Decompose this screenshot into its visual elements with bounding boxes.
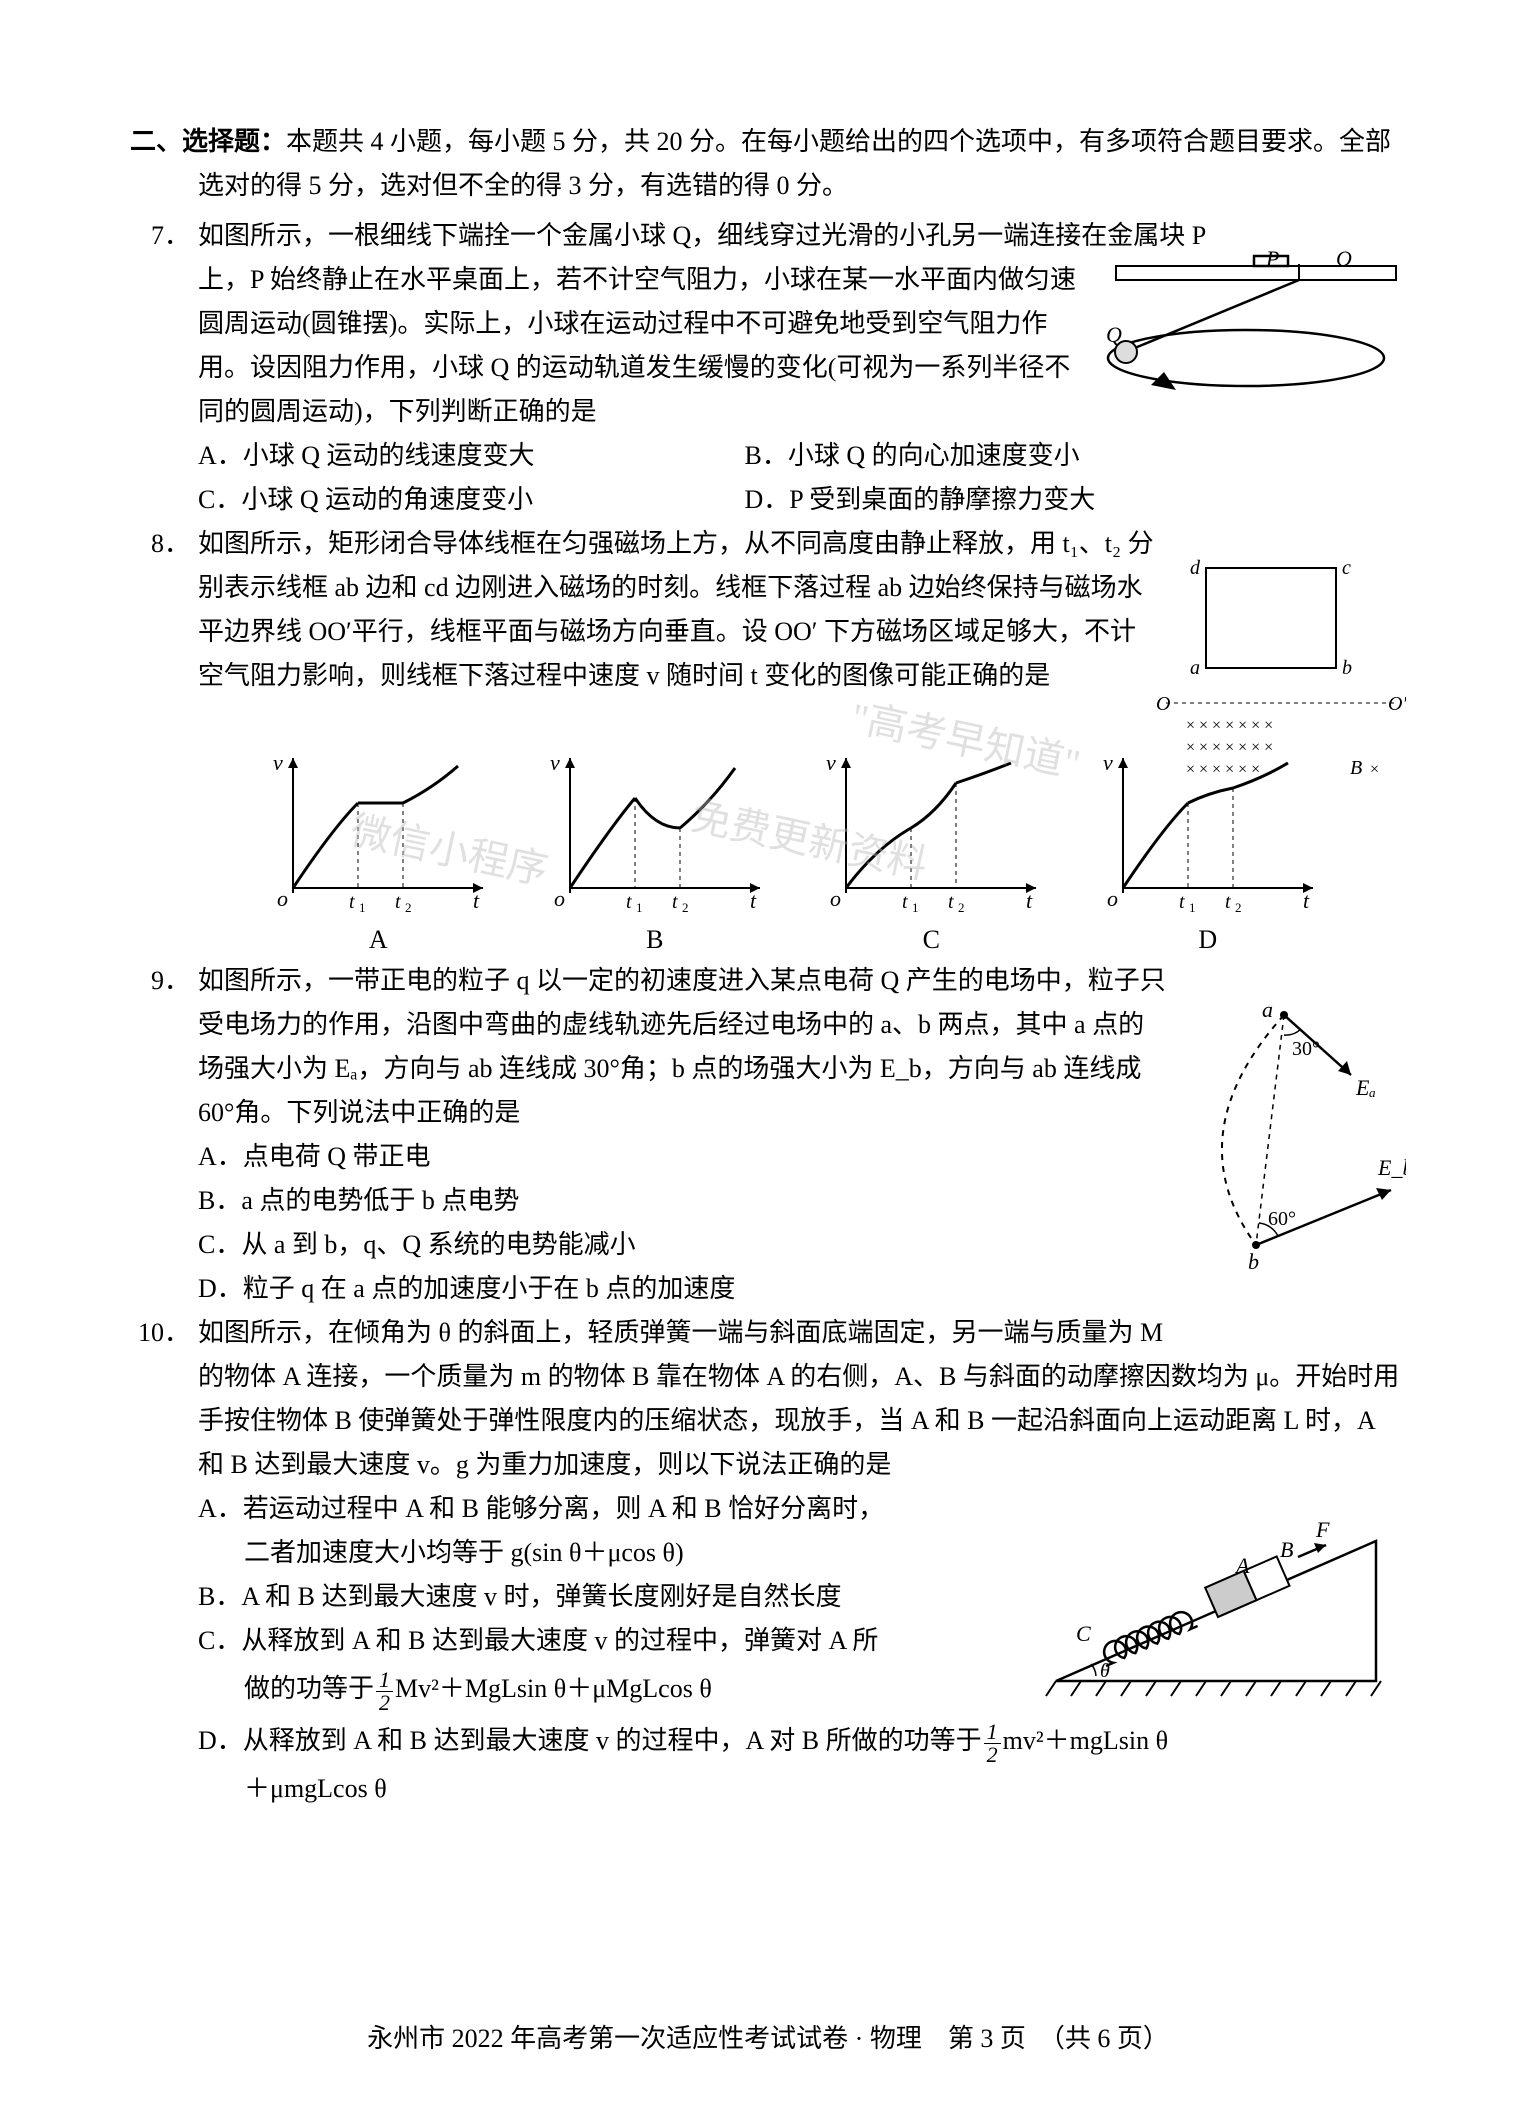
svg-text:A: A	[1234, 1553, 1250, 1578]
svg-text:t: t	[1179, 891, 1185, 913]
svg-text:c: c	[1342, 558, 1351, 579]
q10-optD-l1: D．从释放到 A 和 B 达到最大速度 v 的过程中，A 对 B 所做的功等于1…	[130, 1715, 1406, 1767]
question-7: 7． 如图所示，一根细线下端拴一个金属小球 Q，细线穿过光滑的小孔另一端连接在金…	[130, 214, 1406, 522]
svg-text:1: 1	[1189, 900, 1196, 915]
svg-text:o: o	[1107, 886, 1118, 911]
section-2-header: 二、选择题：本题共 4 小题，每小题 5 分，共 20 分。在每小题给出的四个选…	[130, 120, 1406, 208]
svg-text:B: B	[1280, 1537, 1293, 1562]
svg-text:C: C	[1076, 1621, 1091, 1646]
svg-text:Eₐ: Eₐ	[1355, 1075, 1376, 1100]
chart-D-label: D	[1093, 925, 1323, 955]
q8-charts: 微信小程序 "高考早知道" 免费更新资料 v t o t1 t2 A	[130, 738, 1406, 959]
svg-text:2: 2	[1235, 900, 1242, 915]
q10-stem-lead: 如图所示，在倾角为 θ 的斜面上，轻质弹簧一端与斜面底端固定，另一端与质量为 M	[130, 1311, 1406, 1355]
svg-text:60°: 60°	[1268, 1208, 1296, 1230]
svg-text:O: O	[1156, 693, 1170, 715]
svg-text:d: d	[1190, 558, 1201, 579]
svg-text:t: t	[1303, 888, 1310, 913]
q10-optD-l2: ＋μmgLcos θ	[130, 1767, 1406, 1811]
svg-text:a: a	[1262, 997, 1273, 1022]
q7-number: 7．	[130, 214, 190, 258]
svg-text:o: o	[554, 886, 565, 911]
svg-text:t: t	[902, 891, 908, 913]
q9-number: 9．	[130, 959, 190, 1003]
q7-O: O	[1336, 250, 1352, 271]
svg-text:1: 1	[636, 900, 643, 915]
svg-text:t: t	[948, 891, 954, 913]
svg-text:E_b: E_b	[1377, 1155, 1406, 1180]
svg-text:a: a	[1190, 657, 1200, 679]
svg-text:v: v	[550, 750, 560, 775]
q7-optA: A．小球 Q 运动的线速度变大	[198, 434, 738, 478]
page-footer: 永州市 2022 年高考第一次适应性考试试卷 · 物理 第 3 页 （共 6 页…	[0, 2018, 1536, 2055]
svg-text:t: t	[750, 888, 757, 913]
q10-figure: θ A B F C	[1036, 1521, 1406, 1711]
chart-D: v t o t1 t2 D	[1093, 748, 1323, 955]
svg-text:1: 1	[912, 900, 919, 915]
question-9: 9． 如图所示，一带正电的粒子 q 以一定的初速度进入某点电荷 Q 产生的电场中…	[130, 959, 1406, 1311]
question-8: 8． 如图所示，矩形闭合导体线框在匀强磁场上方，从不同高度由静止释放，用 t₁、…	[130, 522, 1406, 698]
svg-text:o: o	[830, 886, 841, 911]
q7-P: P	[1265, 250, 1279, 271]
q7-optB: B．小球 Q 的向心加速度变小	[745, 434, 1080, 478]
svg-text:O′: O′	[1388, 693, 1406, 715]
svg-text:θ: θ	[1100, 1660, 1110, 1682]
svg-text:1: 1	[359, 900, 366, 915]
chart-B: v t o t1 t2 B	[540, 748, 770, 955]
q7-optD: D．P 受到桌面的静摩擦力变大	[745, 478, 1096, 522]
q7-Q: Q	[1106, 322, 1122, 347]
chart-A-label: A	[263, 925, 493, 955]
svg-text:F: F	[1315, 1521, 1330, 1542]
svg-text:t: t	[626, 891, 632, 913]
svg-text:30°: 30°	[1292, 1038, 1320, 1060]
svg-text:t: t	[1026, 888, 1033, 913]
section-2-label: 二、选择题：	[130, 127, 286, 156]
svg-text:2: 2	[405, 900, 412, 915]
q10-optC-l2-tail: Mv²＋MgLsin θ＋μMgLcos θ	[395, 1674, 712, 1703]
svg-text:b: b	[1248, 1249, 1259, 1274]
svg-text:o: o	[277, 886, 288, 911]
svg-text:v: v	[273, 750, 283, 775]
q7-figure: P O Q	[1106, 250, 1406, 400]
chart-C-label: C	[816, 925, 1046, 955]
section-2-text: 本题共 4 小题，每小题 5 分，共 20 分。在每小题给出的四个选项中，有多项…	[198, 127, 1391, 200]
q10-number: 10．	[130, 1311, 190, 1355]
chart-A: v t o t1 t2 A	[263, 748, 493, 955]
q8-number: 8．	[130, 522, 190, 566]
svg-text:v: v	[1103, 750, 1113, 775]
q10-optD-tail: mv²＋mgLsin θ	[1003, 1726, 1168, 1755]
svg-text:t: t	[395, 891, 401, 913]
svg-text:b: b	[1342, 657, 1352, 679]
svg-text:t: t	[1225, 891, 1231, 913]
q10-optD-lead: D．从释放到 A 和 B 达到最大速度 v 的过程中，A 对 B 所做的功等于	[198, 1726, 982, 1755]
q7-optC: C．小球 Q 运动的角速度变小	[198, 478, 738, 522]
svg-text:t: t	[672, 891, 678, 913]
q7-opts-2: C．小球 Q 运动的角速度变小 D．P 受到桌面的静摩擦力变大	[130, 478, 1406, 522]
svg-text:t: t	[349, 891, 355, 913]
svg-text:× × × × × × ×: × × × × × × ×	[1186, 717, 1273, 734]
question-10: 10． 如图所示，在倾角为 θ 的斜面上，轻质弹簧一端与斜面底端固定，另一端与质…	[130, 1311, 1406, 1811]
q10-stem-wrap: 的物体 A 连接，一个质量为 m 的物体 B 靠在物体 A 的右侧，A、B 与斜…	[130, 1355, 1406, 1487]
chart-C: v t o t1 t2 C	[816, 748, 1046, 955]
q9-figure: a 30° Eₐ b 60° E_b	[1156, 995, 1406, 1275]
page: 二、选择题：本题共 4 小题，每小题 5 分，共 20 分。在每小题给出的四个选…	[0, 0, 1536, 2125]
q10-optC-l2-lead: 做的功等于	[244, 1674, 374, 1703]
svg-text:v: v	[826, 750, 836, 775]
svg-text:2: 2	[958, 900, 965, 915]
svg-text:2: 2	[682, 900, 689, 915]
chart-B-label: B	[540, 925, 770, 955]
svg-text:t: t	[473, 888, 480, 913]
q7-opts-1: A．小球 Q 运动的线速度变大 B．小球 Q 的向心加速度变小	[130, 434, 1406, 478]
